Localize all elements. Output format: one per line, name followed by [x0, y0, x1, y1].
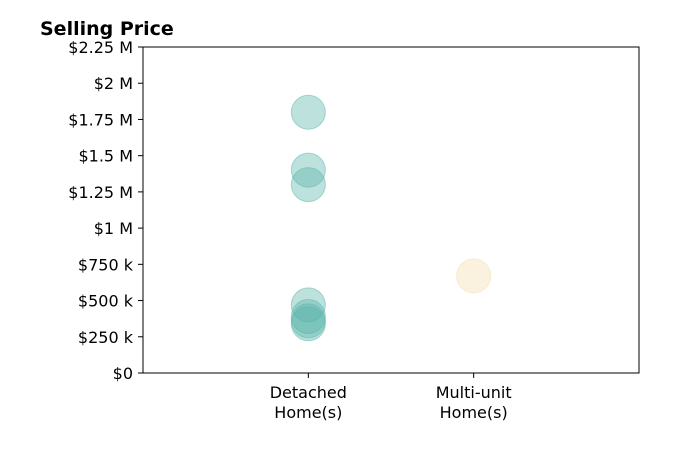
chart-title: Selling Price	[40, 18, 174, 40]
data-point	[290, 298, 326, 334]
y-tick-label: $2.25 M	[68, 38, 133, 57]
data-point	[290, 94, 326, 130]
data-point	[456, 258, 492, 294]
points-layer	[290, 94, 492, 342]
x-tick-label-line2: Home(s)	[274, 403, 342, 422]
y-tick-label: $250 k	[78, 328, 134, 347]
plot-frame	[142, 46, 640, 374]
x-tick-label-line1: Multi-unit	[436, 383, 512, 402]
y-tick-label: $750 k	[78, 255, 134, 274]
x-tick-label-line2: Home(s)	[440, 403, 508, 422]
data-point	[290, 167, 326, 203]
y-tick-label: $1.25 M	[68, 183, 133, 202]
y-tick-label: $1 M	[94, 219, 133, 238]
axes-layer: $0 $250 k $500 k $750 k $1 M $1.25 M $1.5 M $1.…	[68, 38, 511, 422]
data-point	[290, 287, 326, 323]
data-point	[290, 306, 326, 342]
y-tick-label: $2 M	[94, 74, 133, 93]
x-tick-label-line1: Detached	[270, 383, 347, 402]
y-tick-label: $1.75 M	[68, 110, 133, 129]
y-tick-label: $500 k	[78, 292, 134, 311]
y-tick-label: $0	[113, 364, 133, 383]
y-tick-label: $1.5 M	[78, 147, 133, 166]
data-point	[290, 152, 326, 188]
